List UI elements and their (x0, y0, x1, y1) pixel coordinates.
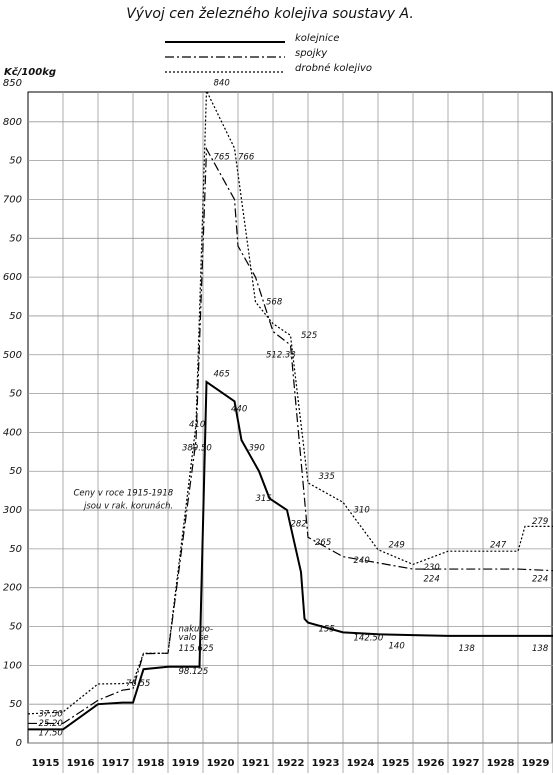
annotation: nakupo- (179, 624, 214, 634)
annotation: 525 (301, 331, 317, 341)
series-line (28, 146, 553, 725)
annotation: 230 (424, 563, 440, 573)
annotation: 115.625 (179, 644, 214, 654)
annotation: 310 (354, 506, 370, 516)
annotation: 247 (490, 541, 507, 551)
annotation: 224 (424, 575, 440, 585)
annotation: 335 (319, 472, 335, 482)
y-axis-label: Kč/100kg (4, 66, 56, 78)
annotation: 98.125 (179, 667, 209, 677)
y-tick-label: 50 (9, 699, 22, 710)
x-tick-label: 1928 (487, 758, 515, 769)
y-tick-label: 50 (9, 156, 22, 167)
y-tick-label: 100 (3, 660, 22, 671)
y-tick-label: 50 (9, 389, 22, 400)
y-tick-label: 600 (3, 272, 22, 283)
x-tick-label: 1921 (242, 758, 270, 769)
y-tick-label: 400 (3, 427, 22, 438)
annotation: 315 (256, 494, 272, 504)
x-tick-label: 1920 (207, 758, 235, 769)
y-tick-label: 50 (9, 311, 22, 322)
y-tick-label: 800 (3, 117, 22, 128)
annotation: 155 (319, 624, 335, 634)
annotation: 240 (354, 556, 370, 566)
annotation: 138 (532, 644, 549, 654)
annotation: 142.50 (354, 634, 384, 644)
x-tick-label: 1922 (277, 758, 305, 769)
y-tick-label: 0 (16, 738, 22, 749)
y-tick-label: 300 (3, 505, 22, 516)
annotation: 17.50 (39, 728, 63, 738)
series-line (28, 380, 553, 731)
annotation: 440 (231, 405, 247, 415)
x-tick-label: 1917 (102, 758, 130, 769)
x-tick-label: 1924 (347, 758, 375, 769)
x-tick-label: 1916 (67, 758, 95, 769)
y-tick-label: 50 (9, 622, 22, 633)
x-tick-label: 1925 (382, 758, 410, 769)
y-tick-label: 200 (3, 583, 22, 594)
annotation: 140 (389, 641, 405, 651)
annotation: 224 (532, 575, 548, 585)
x-tick-label: 1919 (172, 758, 200, 769)
x-tick-label: 1923 (312, 758, 340, 769)
series-line (27, 90, 553, 715)
x-tick-label: 1927 (452, 758, 480, 769)
annotation: 249 (389, 541, 405, 551)
y-tick-label: 50 (9, 466, 22, 477)
annotation: valo se (179, 633, 209, 643)
y-tick-label: 500 (3, 350, 22, 361)
x-tick-label: 1918 (137, 758, 165, 769)
annotation: 138 (459, 644, 476, 654)
y-tick-label: 700 (3, 194, 22, 205)
y-tick-label: 50 (9, 233, 22, 244)
annotation: 765 (214, 152, 230, 162)
legend-label: spojky (295, 48, 328, 59)
annotation: 840 (214, 79, 230, 89)
annotation: jsou v rak. korunách. (83, 502, 173, 512)
annotation: 282 (291, 520, 307, 530)
y-tick-label: 50 (9, 544, 22, 555)
annotation: 512.33 (266, 350, 296, 360)
x-tick-label: 1929 (522, 758, 550, 769)
annotation: 25.20 (39, 719, 63, 729)
annotation: 390 (249, 443, 265, 453)
x-tick-label: 1926 (417, 758, 445, 769)
annotation: 410 (189, 420, 205, 430)
y-tick-label: 850 (3, 78, 22, 89)
chart-title: Vývoj cen železného kolejiva soustavy A. (126, 6, 414, 22)
annotation: 37.50 (39, 709, 63, 719)
annotation: 568 (266, 297, 283, 307)
annotation: 389.50 (182, 443, 212, 453)
legend-label: kolejnice (295, 33, 339, 44)
annotation: Ceny v roce 1915-1918 (74, 488, 174, 498)
annotation: 265 (315, 538, 331, 548)
x-tick-label: 1915 (32, 758, 60, 769)
annotation: 465 (214, 370, 230, 380)
annotation: 279 (532, 517, 548, 527)
annotation: 766 (238, 152, 255, 162)
legend-label: drobné kolejivo (295, 62, 372, 74)
annotation: 76.55 (126, 679, 150, 689)
